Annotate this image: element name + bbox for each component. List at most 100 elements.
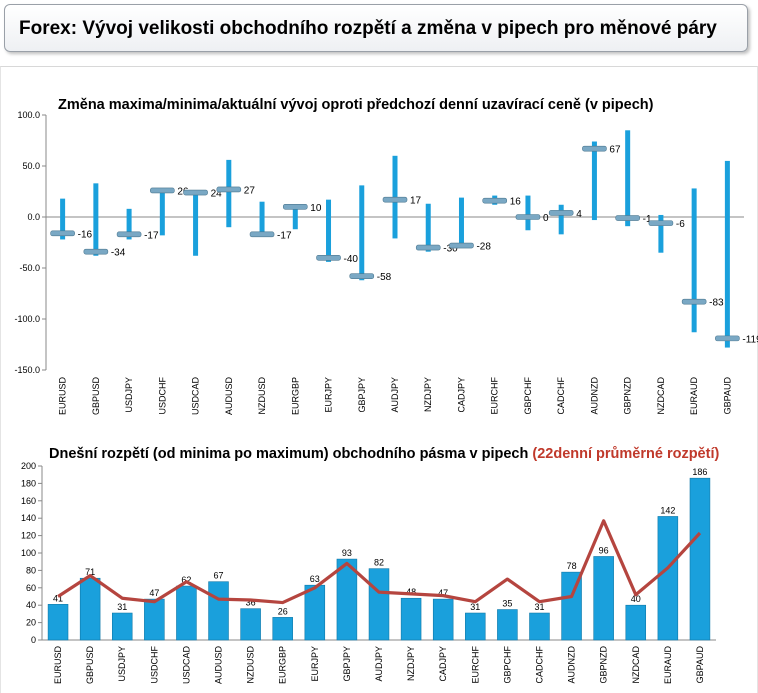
c2-data-label: 93 bbox=[342, 548, 352, 558]
c1-current-marker bbox=[183, 189, 208, 196]
c1-data-label: -58 bbox=[377, 272, 392, 283]
c1-current-marker bbox=[515, 214, 541, 220]
c1-current-marker bbox=[150, 187, 175, 194]
c2-category-label: EURCHF bbox=[470, 645, 480, 683]
c1-data-label: -28 bbox=[476, 242, 491, 253]
c2-data-label: 142 bbox=[660, 505, 675, 515]
c1-current-marker bbox=[216, 186, 242, 193]
c1-data-label: -34 bbox=[111, 248, 126, 259]
c2-data-label: 47 bbox=[149, 588, 159, 598]
c2-category-label: EURAUD bbox=[663, 646, 673, 685]
c2-category-label: EURJPY bbox=[310, 646, 320, 682]
c1-category-label: GBPCHF bbox=[523, 377, 533, 415]
c2-bar bbox=[144, 598, 165, 641]
c1-category-label: NZDJPY bbox=[423, 377, 433, 412]
c2-ytick-label: 60 bbox=[26, 583, 36, 593]
c2-data-label: 96 bbox=[599, 545, 609, 555]
c2-bar bbox=[336, 558, 358, 641]
c1-data-label: 27 bbox=[244, 185, 256, 196]
c2-bar bbox=[625, 604, 647, 641]
page-title: Forex: Vývoj velikosti obchodního rozpět… bbox=[19, 18, 717, 39]
c1-data-label: -119 bbox=[742, 334, 758, 345]
c1-category-label: AUDJPY bbox=[390, 377, 400, 413]
c1-current-marker bbox=[681, 298, 707, 305]
c1-current-marker bbox=[349, 273, 375, 279]
c2-data-label: 63 bbox=[310, 574, 320, 584]
c1-current-marker bbox=[548, 210, 574, 216]
c2-data-label: 31 bbox=[470, 602, 480, 612]
chart2-title-main: Dnešní rozpětí (od minima po maximum) ob… bbox=[49, 446, 532, 462]
c1-range-bar bbox=[625, 130, 631, 227]
c1-current-marker bbox=[316, 255, 341, 261]
c1-data-label: 17 bbox=[410, 196, 422, 207]
c1-data-label: -1 bbox=[643, 214, 652, 225]
c2-bar bbox=[79, 577, 101, 641]
c1-category-label: AUDUSD bbox=[224, 377, 234, 416]
c1-current-marker bbox=[715, 335, 740, 342]
c2-bar bbox=[432, 598, 454, 641]
c2-data-label: 186 bbox=[692, 467, 707, 477]
c1-range-bar bbox=[126, 208, 132, 240]
c1-current-marker bbox=[582, 145, 607, 152]
c1-data-label: -17 bbox=[277, 230, 292, 241]
c2-category-label: AUDNZD bbox=[567, 646, 577, 684]
chart2-title: Dnešní rozpětí (od minima po maximum) ob… bbox=[49, 446, 719, 462]
c1-current-marker bbox=[382, 196, 408, 203]
c1-data-label: 24 bbox=[211, 189, 223, 200]
c1-current-marker bbox=[449, 242, 474, 249]
c2-data-label: 71 bbox=[85, 567, 95, 577]
c2-category-label: USDJPY bbox=[117, 646, 127, 682]
c2-bar bbox=[593, 556, 614, 641]
c2-category-label: USDCHF bbox=[149, 645, 159, 683]
c1-range-bar bbox=[326, 199, 332, 262]
c1-range-bar bbox=[458, 197, 464, 248]
c1-category-label: EURCHF bbox=[490, 376, 500, 414]
c2-category-label: EURGBP bbox=[278, 646, 288, 684]
c1-category-label: AUDNZD bbox=[589, 377, 599, 415]
c1-category-label: EURAUD bbox=[689, 377, 699, 416]
c1-data-label: 0 bbox=[543, 213, 549, 224]
c2-data-label: 47 bbox=[438, 588, 448, 598]
c2-category-label: AUDUSD bbox=[214, 646, 224, 685]
c2-bar bbox=[240, 608, 261, 641]
c2-category-label: CADJPY bbox=[438, 646, 448, 682]
c1-range-bar bbox=[425, 203, 431, 252]
c2-bar bbox=[657, 516, 679, 641]
daily-range-chart: Dnešní rozpětí (od minima po maximum) ob… bbox=[21, 446, 720, 684]
c2-bar bbox=[689, 477, 711, 641]
c2-data-label: 40 bbox=[631, 594, 641, 604]
c1-ytick-label: 0.0 bbox=[27, 212, 40, 222]
c2-data-label: 41 bbox=[53, 593, 63, 603]
c1-current-marker bbox=[415, 244, 441, 251]
c1-category-label: EURGBP bbox=[290, 377, 300, 415]
c1-range-bar bbox=[259, 201, 265, 236]
c1-current-marker bbox=[50, 230, 75, 237]
c2-bar bbox=[497, 609, 518, 641]
range-change-chart: Změna maxima/minima/aktuální vývoj oprot… bbox=[14, 97, 758, 415]
c1-category-label: GBPJPY bbox=[357, 377, 367, 413]
c2-bar bbox=[47, 604, 69, 641]
c2-avg-line bbox=[57, 519, 702, 605]
c2-category-label: NZDJPY bbox=[406, 646, 416, 681]
c1-range-bar bbox=[724, 160, 730, 348]
c1-range-bar bbox=[658, 214, 664, 253]
chart1-title: Změna maxima/minima/aktuální vývoj oprot… bbox=[58, 97, 654, 113]
c2-category-label: NZDCAD bbox=[631, 646, 641, 684]
c2-data-label: 26 bbox=[278, 606, 288, 616]
c2-ytick-label: 160 bbox=[21, 496, 36, 506]
c2-data-label: 36 bbox=[246, 598, 256, 608]
c2-bar bbox=[561, 571, 582, 641]
c1-category-label: GBPUSD bbox=[91, 377, 101, 416]
c2-ytick-label: 80 bbox=[26, 565, 36, 575]
c2-bar bbox=[529, 612, 550, 641]
chart2-title-red: (22denní průměrné rozpětí) bbox=[532, 446, 719, 462]
c1-data-label: 16 bbox=[510, 197, 522, 208]
c2-bar bbox=[111, 612, 133, 641]
c2-bar bbox=[176, 585, 197, 641]
c1-category-label: EURJPY bbox=[324, 377, 334, 413]
c1-ytick-label: 50.0 bbox=[22, 161, 40, 171]
c2-data-label: 31 bbox=[534, 602, 544, 612]
c2-bar bbox=[272, 617, 293, 641]
c1-current-marker bbox=[648, 220, 674, 226]
